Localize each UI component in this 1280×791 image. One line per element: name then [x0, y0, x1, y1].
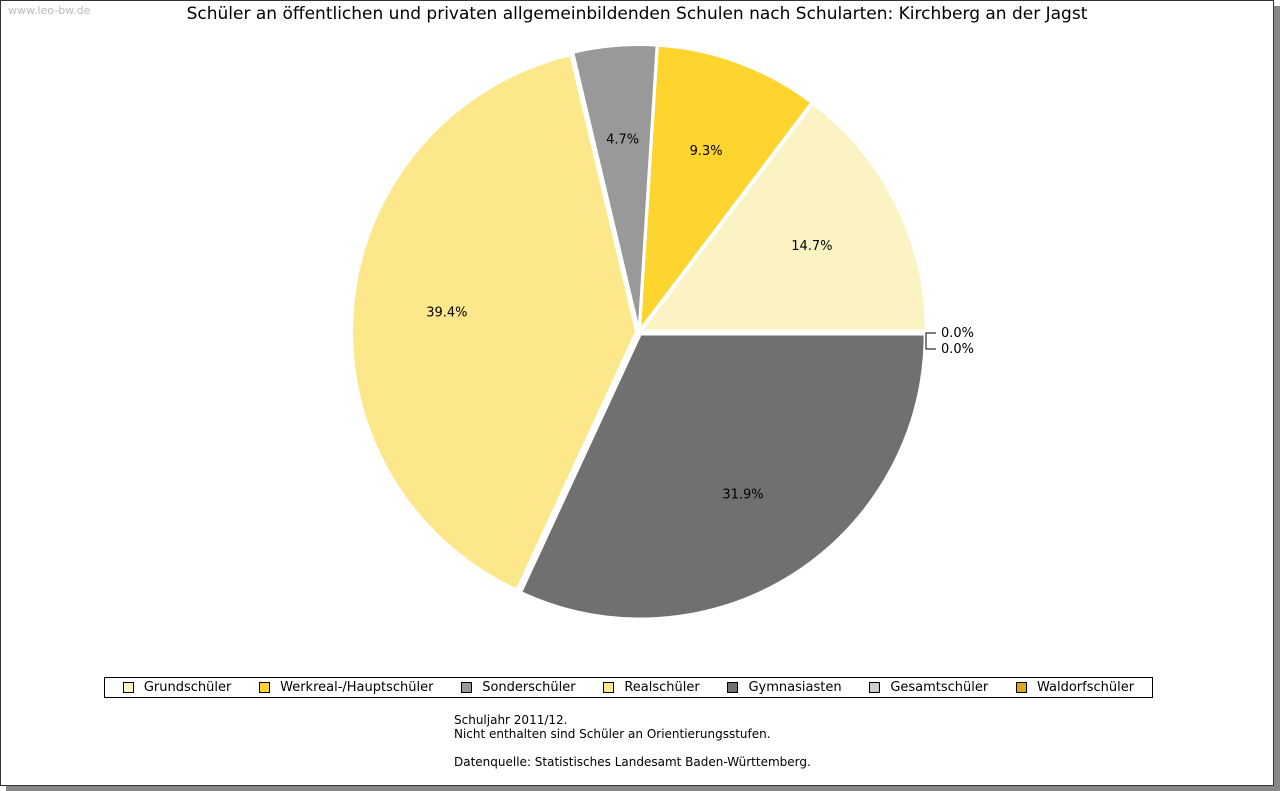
legend-swatch [461, 682, 473, 693]
legend-item: Waldorfschüler [1015, 680, 1135, 695]
note-source: Datenquelle: Statistisches Landesamt Bad… [454, 755, 811, 769]
legend-label: Werkreal-/Hauptschüler [280, 680, 434, 695]
legend-swatch [869, 682, 881, 693]
legend-item: Sonderschüler [461, 680, 576, 695]
legend-item: Grundschüler [122, 680, 232, 695]
slice-label-2: 4.7% [606, 133, 639, 148]
legend-label: Gesamtschüler [890, 680, 989, 695]
legend-swatch [1015, 682, 1027, 693]
legend-swatch [603, 682, 615, 693]
legend-item: Gesamtschüler [869, 680, 988, 695]
note-spacer [454, 741, 811, 755]
legend-item: Realschüler [603, 680, 700, 695]
zero-slice-leader-line [925, 332, 936, 350]
slice-label-1: 9.3% [690, 144, 723, 159]
chart-title: Schüler an öffentlichen und privaten all… [186, 4, 1088, 24]
legend-swatch [727, 682, 739, 693]
pie-slice-1 [638, 44, 813, 333]
slice-label-4: 31.9% [722, 488, 763, 503]
legend-swatch [122, 682, 134, 693]
note-year: Schuljahr 2011/12. [454, 713, 568, 727]
legend-label: Gymnasiasten [748, 680, 842, 695]
legend-item: Werkreal-/Hauptschüler [259, 680, 433, 695]
pie-slice-2 [572, 44, 658, 330]
pie-slice-0 [639, 102, 927, 332]
legend-label: Waldorfschüler [1036, 680, 1135, 695]
slice-label-5: 0.0% [941, 326, 974, 341]
legend-swatch [259, 682, 271, 693]
notes: Schuljahr 2011/12. Nicht enthalten sind … [454, 713, 811, 769]
legend-label: Sonderschüler [482, 680, 576, 695]
legend: Grundschüler Werkreal-/Hauptschüler Sonder… [104, 677, 1153, 698]
pie-slice-3 [351, 54, 638, 591]
pie-slice-4 [519, 333, 926, 620]
note-exclusion: Nicht enthalten sind Schüler an Orientie… [454, 727, 771, 741]
legend-item: Gymnasiasten [727, 680, 842, 695]
slice-label-3: 39.4% [426, 306, 467, 321]
legend-label: Grundschüler [143, 680, 232, 695]
slice-label-6: 0.0% [941, 342, 974, 357]
watermark: www.leo-bw.de [8, 4, 91, 17]
legend-label: Realschüler [624, 680, 700, 695]
slice-label-0: 14.7% [791, 239, 832, 254]
